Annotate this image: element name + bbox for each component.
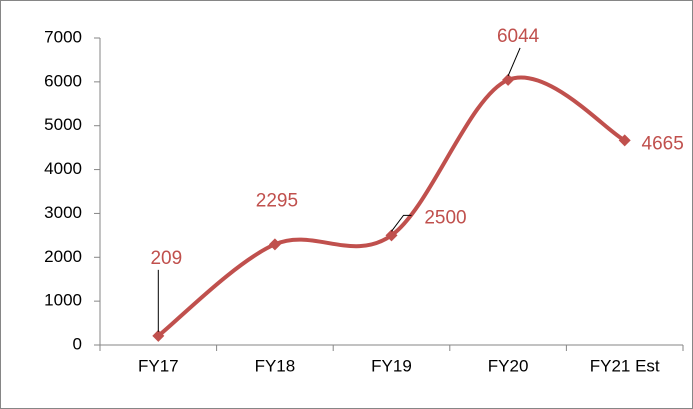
x-tick-label: FY21 Est <box>590 356 660 375</box>
marker <box>502 73 515 86</box>
y-tick-label: 4000 <box>44 159 82 178</box>
leader-line <box>391 214 412 232</box>
marker <box>385 229 398 242</box>
y-tick-label: 5000 <box>44 115 82 134</box>
x-tick-label: FY18 <box>255 356 296 375</box>
data-label: 209 <box>150 248 182 269</box>
data-label: 2500 <box>424 207 466 228</box>
y-tick-label: 7000 <box>44 27 82 46</box>
y-tick-label: 6000 <box>44 71 82 90</box>
y-tick-label: 2000 <box>44 247 82 266</box>
y-tick-label: 1000 <box>44 291 82 310</box>
x-tick-label: FY19 <box>371 356 412 375</box>
data-label: 6044 <box>497 26 540 47</box>
data-label: 4665 <box>642 133 684 154</box>
y-tick-label: 0 <box>73 334 82 353</box>
line <box>156 75 627 338</box>
leader-line <box>507 47 521 77</box>
marker <box>618 134 631 147</box>
marker <box>268 238 281 251</box>
x-tick-label: FY20 <box>488 356 529 375</box>
data-label: 2295 <box>256 190 298 211</box>
x-tick-label: FY17 <box>138 356 179 375</box>
y-tick-label: 3000 <box>44 203 82 222</box>
marker <box>152 329 165 342</box>
